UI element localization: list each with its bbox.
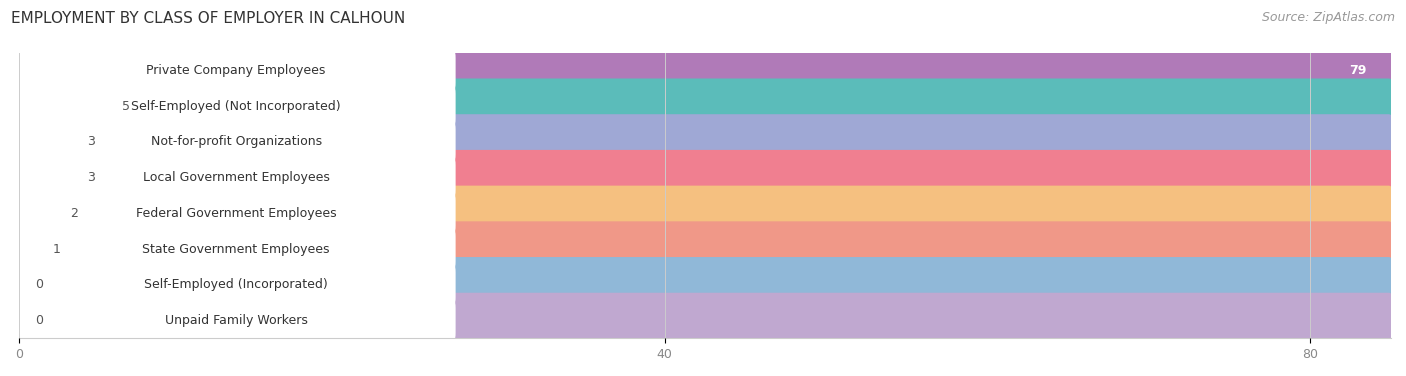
Text: Self-Employed (Incorporated): Self-Employed (Incorporated) bbox=[145, 278, 328, 291]
Text: 0: 0 bbox=[35, 278, 44, 291]
FancyBboxPatch shape bbox=[17, 224, 456, 274]
Bar bbox=[20, 196, 1391, 231]
Bar bbox=[20, 303, 1391, 338]
Bar bbox=[20, 267, 1391, 303]
Text: 5: 5 bbox=[122, 100, 129, 113]
Text: EMPLOYMENT BY CLASS OF EMPLOYER IN CALHOUN: EMPLOYMENT BY CLASS OF EMPLOYER IN CALHO… bbox=[11, 11, 405, 26]
FancyBboxPatch shape bbox=[15, 43, 1395, 98]
Text: Not-for-profit Organizations: Not-for-profit Organizations bbox=[150, 135, 322, 149]
Text: Private Company Employees: Private Company Employees bbox=[146, 64, 326, 77]
Bar bbox=[20, 53, 1391, 88]
Text: 0: 0 bbox=[35, 314, 44, 327]
FancyBboxPatch shape bbox=[17, 296, 456, 345]
Text: 79: 79 bbox=[1350, 64, 1367, 77]
Bar bbox=[20, 160, 1391, 196]
FancyBboxPatch shape bbox=[17, 153, 456, 202]
FancyBboxPatch shape bbox=[15, 293, 1395, 348]
FancyBboxPatch shape bbox=[17, 45, 456, 95]
FancyBboxPatch shape bbox=[15, 221, 1395, 277]
Text: 1: 1 bbox=[52, 243, 60, 256]
Bar bbox=[20, 88, 1391, 124]
Text: Federal Government Employees: Federal Government Employees bbox=[136, 207, 336, 220]
Text: Local Government Employees: Local Government Employees bbox=[142, 171, 329, 184]
Text: Source: ZipAtlas.com: Source: ZipAtlas.com bbox=[1261, 11, 1395, 24]
Text: 3: 3 bbox=[87, 135, 96, 149]
Text: 2: 2 bbox=[70, 207, 77, 220]
FancyBboxPatch shape bbox=[15, 150, 1395, 205]
Text: 3: 3 bbox=[87, 171, 96, 184]
FancyBboxPatch shape bbox=[17, 260, 456, 309]
Text: Unpaid Family Workers: Unpaid Family Workers bbox=[165, 314, 308, 327]
Bar bbox=[20, 231, 1391, 267]
Text: State Government Employees: State Government Employees bbox=[142, 243, 330, 256]
FancyBboxPatch shape bbox=[17, 81, 456, 131]
FancyBboxPatch shape bbox=[15, 114, 1395, 170]
FancyBboxPatch shape bbox=[15, 79, 1395, 134]
FancyBboxPatch shape bbox=[15, 257, 1395, 312]
FancyBboxPatch shape bbox=[17, 188, 456, 238]
FancyBboxPatch shape bbox=[17, 117, 456, 167]
Bar bbox=[20, 124, 1391, 160]
Text: Self-Employed (Not Incorporated): Self-Employed (Not Incorporated) bbox=[131, 100, 340, 113]
FancyBboxPatch shape bbox=[15, 186, 1395, 241]
